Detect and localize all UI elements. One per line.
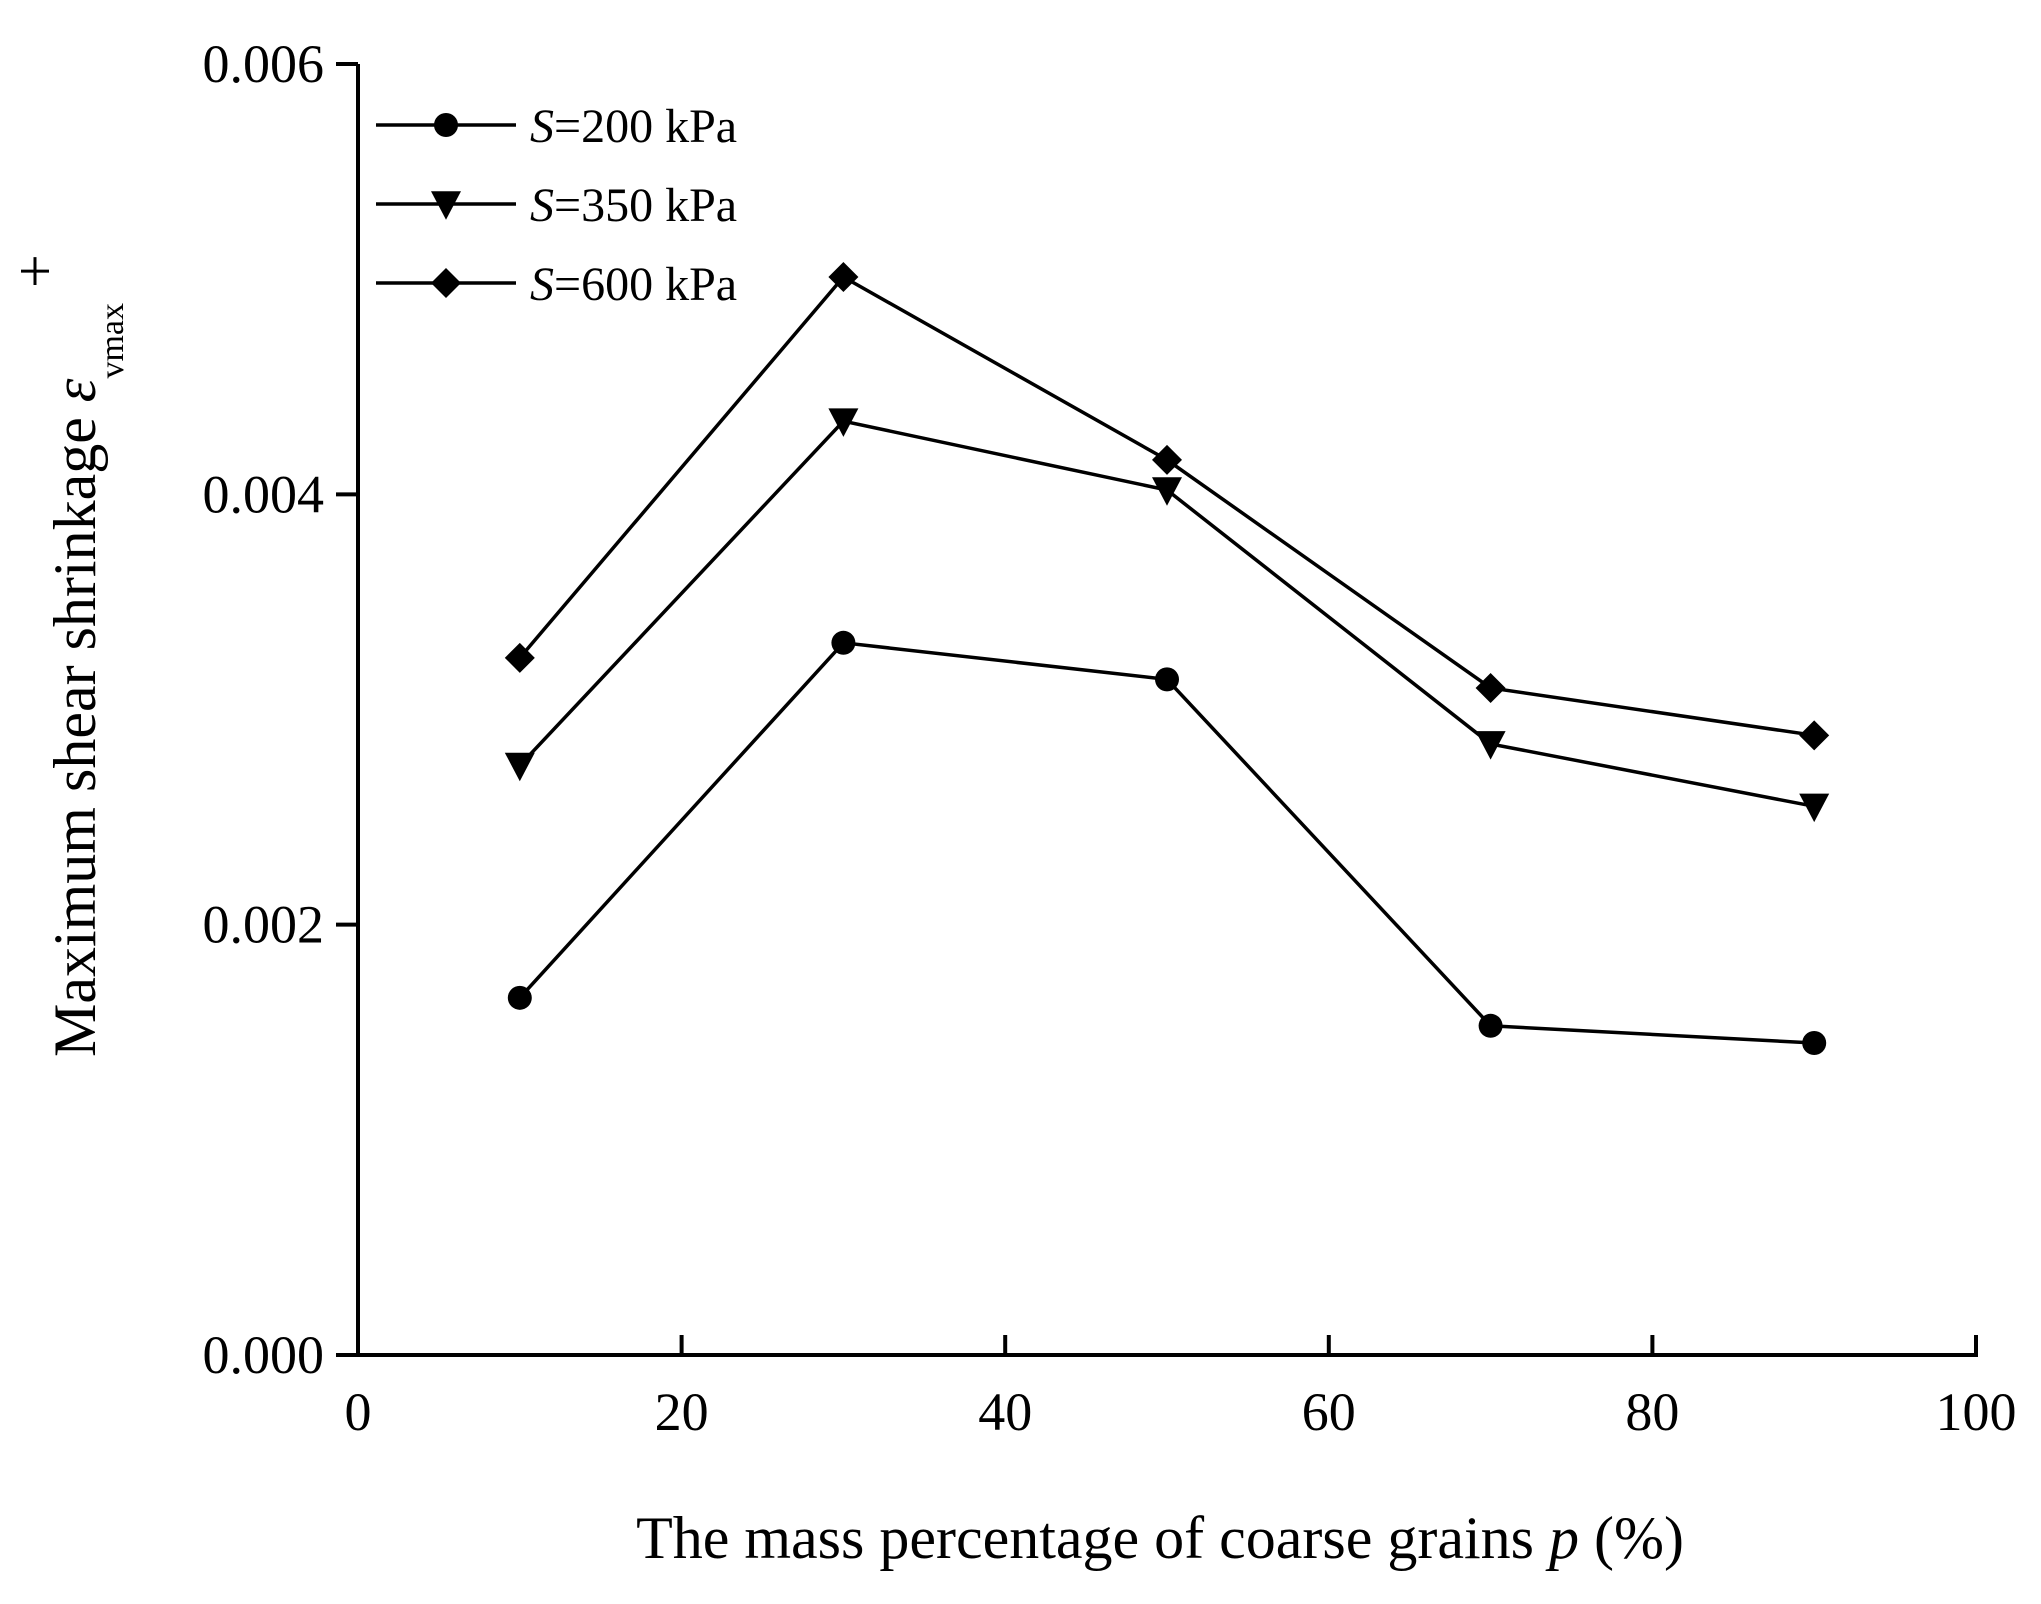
data-point-diamond: [504, 642, 535, 673]
data-point-triangle-down: [504, 752, 535, 782]
data-point-triangle-down: [828, 408, 859, 437]
legend-label: S=600 kPa: [530, 258, 737, 311]
series-3: [504, 262, 1830, 751]
legend: S=200 kPa S=350 kPa S=600 kPa: [376, 100, 737, 311]
legend-marker-diamond: [431, 268, 461, 298]
y-tick-label: 0.002: [203, 895, 325, 955]
axes: [356, 64, 1978, 1357]
y-tick-label: 0.004: [203, 464, 325, 524]
svg-text:Maximum shear shrinkage εvmax: Maximum shear shrinkage εvmax: [42, 303, 131, 1057]
x-tick-label: 80: [1625, 1382, 1679, 1442]
data-point-circle: [507, 985, 532, 1010]
x-tick-label: 20: [655, 1382, 709, 1442]
y-axis-title: Maximum shear shrinkage εvmax +: [2, 254, 131, 1057]
x-tick-label: 100: [1936, 1382, 2017, 1442]
data-point-diamond: [828, 262, 859, 293]
x-tick-label: 0: [345, 1382, 372, 1442]
y-axis-title-superscript: +: [2, 254, 68, 288]
data-point-circle: [1802, 1031, 1827, 1056]
y-axis-title-subscript: vmax: [94, 303, 131, 379]
legend-marker-circle: [434, 113, 458, 137]
y-axis-title-text: Maximum shear shrinkage: [42, 402, 108, 1057]
series-2: [504, 408, 1830, 823]
data-point-triangle-down: [1475, 731, 1506, 760]
series-1: [507, 630, 1827, 1056]
legend-item: S=200 kPa: [376, 100, 737, 153]
y-axis-title-symbol: ε: [42, 378, 108, 402]
data-point-triangle-down: [1152, 477, 1182, 506]
data-point-diamond: [1152, 444, 1182, 475]
data-point-diamond: [1799, 720, 1830, 751]
data-point-circle: [1155, 667, 1179, 692]
x-axis-title: The mass percentage of coarse grains p (…: [636, 1505, 1684, 1571]
x-ticks: 0 20 40 60 80 100: [345, 1335, 2017, 1442]
y-tick-label: 0.000: [203, 1325, 325, 1385]
series-line: [518, 274, 1815, 738]
x-tick-label: 40: [978, 1382, 1032, 1442]
series-layer: [504, 262, 1830, 1056]
y-tick-label: 0.006: [203, 34, 325, 94]
data-point-circle: [1478, 1013, 1503, 1038]
legend-item: S=350 kPa: [376, 179, 737, 232]
x-tick-label: 60: [1302, 1382, 1356, 1442]
legend-item: S=600 kPa: [376, 258, 737, 311]
series-line: [518, 640, 1815, 1045]
data-point-diamond: [1475, 672, 1506, 703]
legend-label: S=350 kPa: [530, 179, 737, 232]
legend-label: S=200 kPa: [530, 100, 737, 153]
data-point-triangle-down: [1799, 793, 1830, 823]
legend-marker-triangle-down: [431, 191, 461, 220]
data-point-circle: [831, 630, 856, 655]
y-ticks: 0.000 0.002 0.004 0.006: [203, 34, 358, 1385]
